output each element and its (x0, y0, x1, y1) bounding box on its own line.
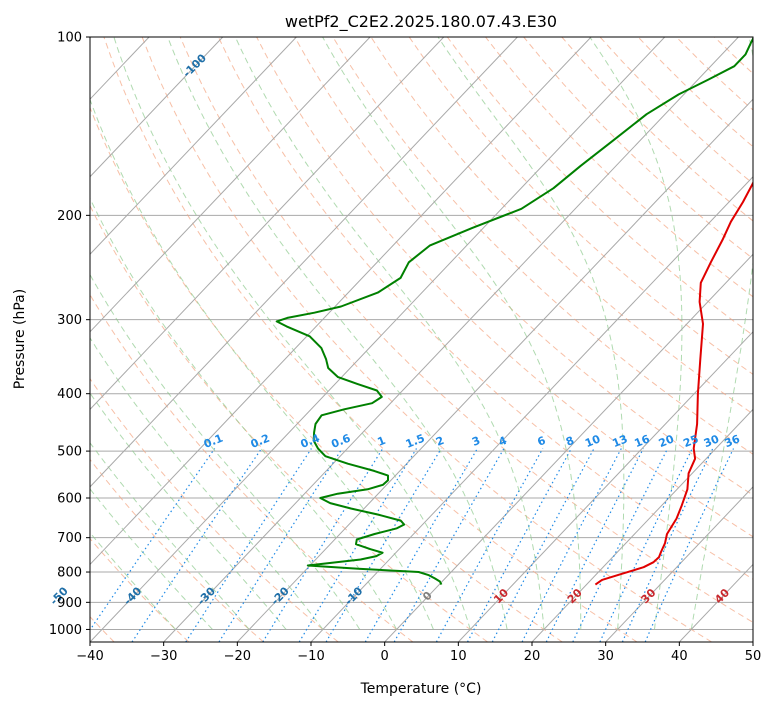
x-tick-label: 40 (671, 649, 688, 664)
mixing-ratio-label: 3 (470, 434, 482, 449)
dry-adiabat-line (90, 204, 488, 642)
mixing-ratio-label: 25 (681, 432, 700, 450)
x-tick-label: 20 (524, 649, 541, 664)
dry-adiabat-line (141, 37, 712, 642)
mixing-ratio-line (185, 448, 312, 642)
dry-adiabat-line (217, 37, 753, 580)
y-tick-label: 900 (57, 596, 82, 611)
x-tick-label: 10 (450, 649, 467, 664)
mixing-ratio-line (621, 448, 714, 642)
moist-adiabat-line (90, 273, 361, 630)
isotherm-line (90, 37, 297, 256)
mixing-ratio-line (298, 448, 418, 642)
mixing-ratio-line (521, 448, 622, 642)
dry-adiabat-line (370, 37, 753, 415)
isotherm-line (90, 37, 592, 566)
mixing-ratio-label: 8 (564, 434, 576, 449)
x-tick-label: −40 (76, 649, 103, 664)
isotherm-line (90, 37, 371, 333)
x-axis-title: Temperature (°C) (360, 681, 482, 697)
dry-adiabat-line (103, 37, 638, 642)
dry-adiabat-line (294, 37, 753, 496)
x-tick-label: 0 (381, 649, 389, 664)
plot-frame (89, 36, 754, 643)
dry-adiabat-line (446, 37, 753, 336)
moist-adiabat-line (90, 442, 250, 630)
temperature-profile-line (594, 180, 753, 586)
mixing-ratio-line (393, 448, 505, 642)
mixing-ratio-label: 30 (702, 432, 721, 450)
moist-adiabat-line (322, 37, 582, 630)
mixing-ratio-label: 2 (434, 434, 446, 449)
mixing-ratio-line (90, 448, 216, 631)
moist-adiabat-line (90, 392, 287, 630)
x-axis: −40 −30 −20 −10 0 10 20 30 40 50 (76, 642, 761, 664)
dry-adiabat-line (332, 37, 753, 455)
mixing-ratio-label: 1 (376, 434, 388, 449)
mixing-ratio-label: 20 (657, 432, 676, 450)
moist-adiabat-line (437, 37, 625, 630)
y-tick-label: 1000 (49, 623, 82, 638)
moist-adiabat-line (690, 37, 753, 630)
chart-title: wetPf2_C2E2.2025.180.07.43.E30 (285, 12, 557, 32)
mixing-ratio-label: 16 (633, 432, 652, 450)
dry-adiabat-line (90, 537, 190, 642)
isotherm-line (90, 37, 666, 642)
y-tick-label: 300 (57, 313, 82, 328)
profile-lines (275, 37, 753, 586)
x-tick-label: −30 (150, 649, 177, 664)
y-tick-label: 500 (57, 445, 82, 460)
x-tick-label: 30 (597, 649, 614, 664)
mixing-ratio-label: 36 (723, 432, 742, 450)
moist-adiabat-line (90, 98, 434, 630)
isotherm-line (163, 37, 739, 642)
y-axis-title: Pressure (hPa) (12, 289, 28, 389)
mixing-ratio-line (262, 448, 384, 642)
x-tick-label: 50 (745, 649, 762, 664)
moist-adiabat-line (90, 197, 398, 630)
y-tick-label: 400 (57, 387, 82, 402)
isotherm-line (531, 408, 753, 642)
isotherm-line (90, 37, 445, 411)
y-axis: 100 200 300 400 500 600 700 800 900 1000 (49, 31, 90, 638)
y-tick-label: 600 (57, 492, 82, 507)
moist-adiabat-line (113, 37, 471, 630)
mixing-ratio-line (131, 448, 262, 642)
dewpoint-profile-line (275, 37, 753, 586)
y-tick-label: 200 (57, 209, 82, 224)
mixing-ratio-line (545, 448, 644, 642)
reference-lines (90, 37, 753, 642)
isotherm-line (457, 331, 753, 642)
moist-adiabat-line (589, 37, 683, 630)
isotherm-line (605, 486, 753, 642)
moist-adiabat-line (90, 336, 324, 630)
y-tick-label: 700 (57, 531, 82, 546)
dry-adiabat-line (90, 106, 563, 642)
x-tick-label: −20 (224, 649, 251, 664)
mixing-ratio-line (325, 448, 442, 642)
mixing-ratio-line (644, 448, 735, 642)
isotherm-line (310, 176, 753, 642)
mixing-ratio-label: 13 (610, 432, 629, 450)
isotherm-line (90, 37, 224, 178)
mixing-ratio-line (364, 448, 478, 642)
dry-adiabat-line (90, 458, 264, 642)
mixing-ratio-line (218, 448, 343, 642)
x-tick-label: −10 (297, 649, 324, 664)
y-tick-label: 100 (57, 31, 82, 46)
dry-adiabat-line (90, 377, 339, 642)
moist-adiabat-line (234, 37, 545, 630)
y-tick-label: 800 (57, 566, 82, 581)
isotherm-line (384, 253, 753, 642)
moist-adiabat-line (167, 37, 508, 630)
dry-adiabat-line (408, 37, 753, 375)
dry-adiabat-line (179, 37, 753, 623)
mixing-ratio-label: 10 (583, 432, 602, 450)
isotherm-line (236, 98, 753, 642)
isotherm-line (90, 37, 518, 488)
